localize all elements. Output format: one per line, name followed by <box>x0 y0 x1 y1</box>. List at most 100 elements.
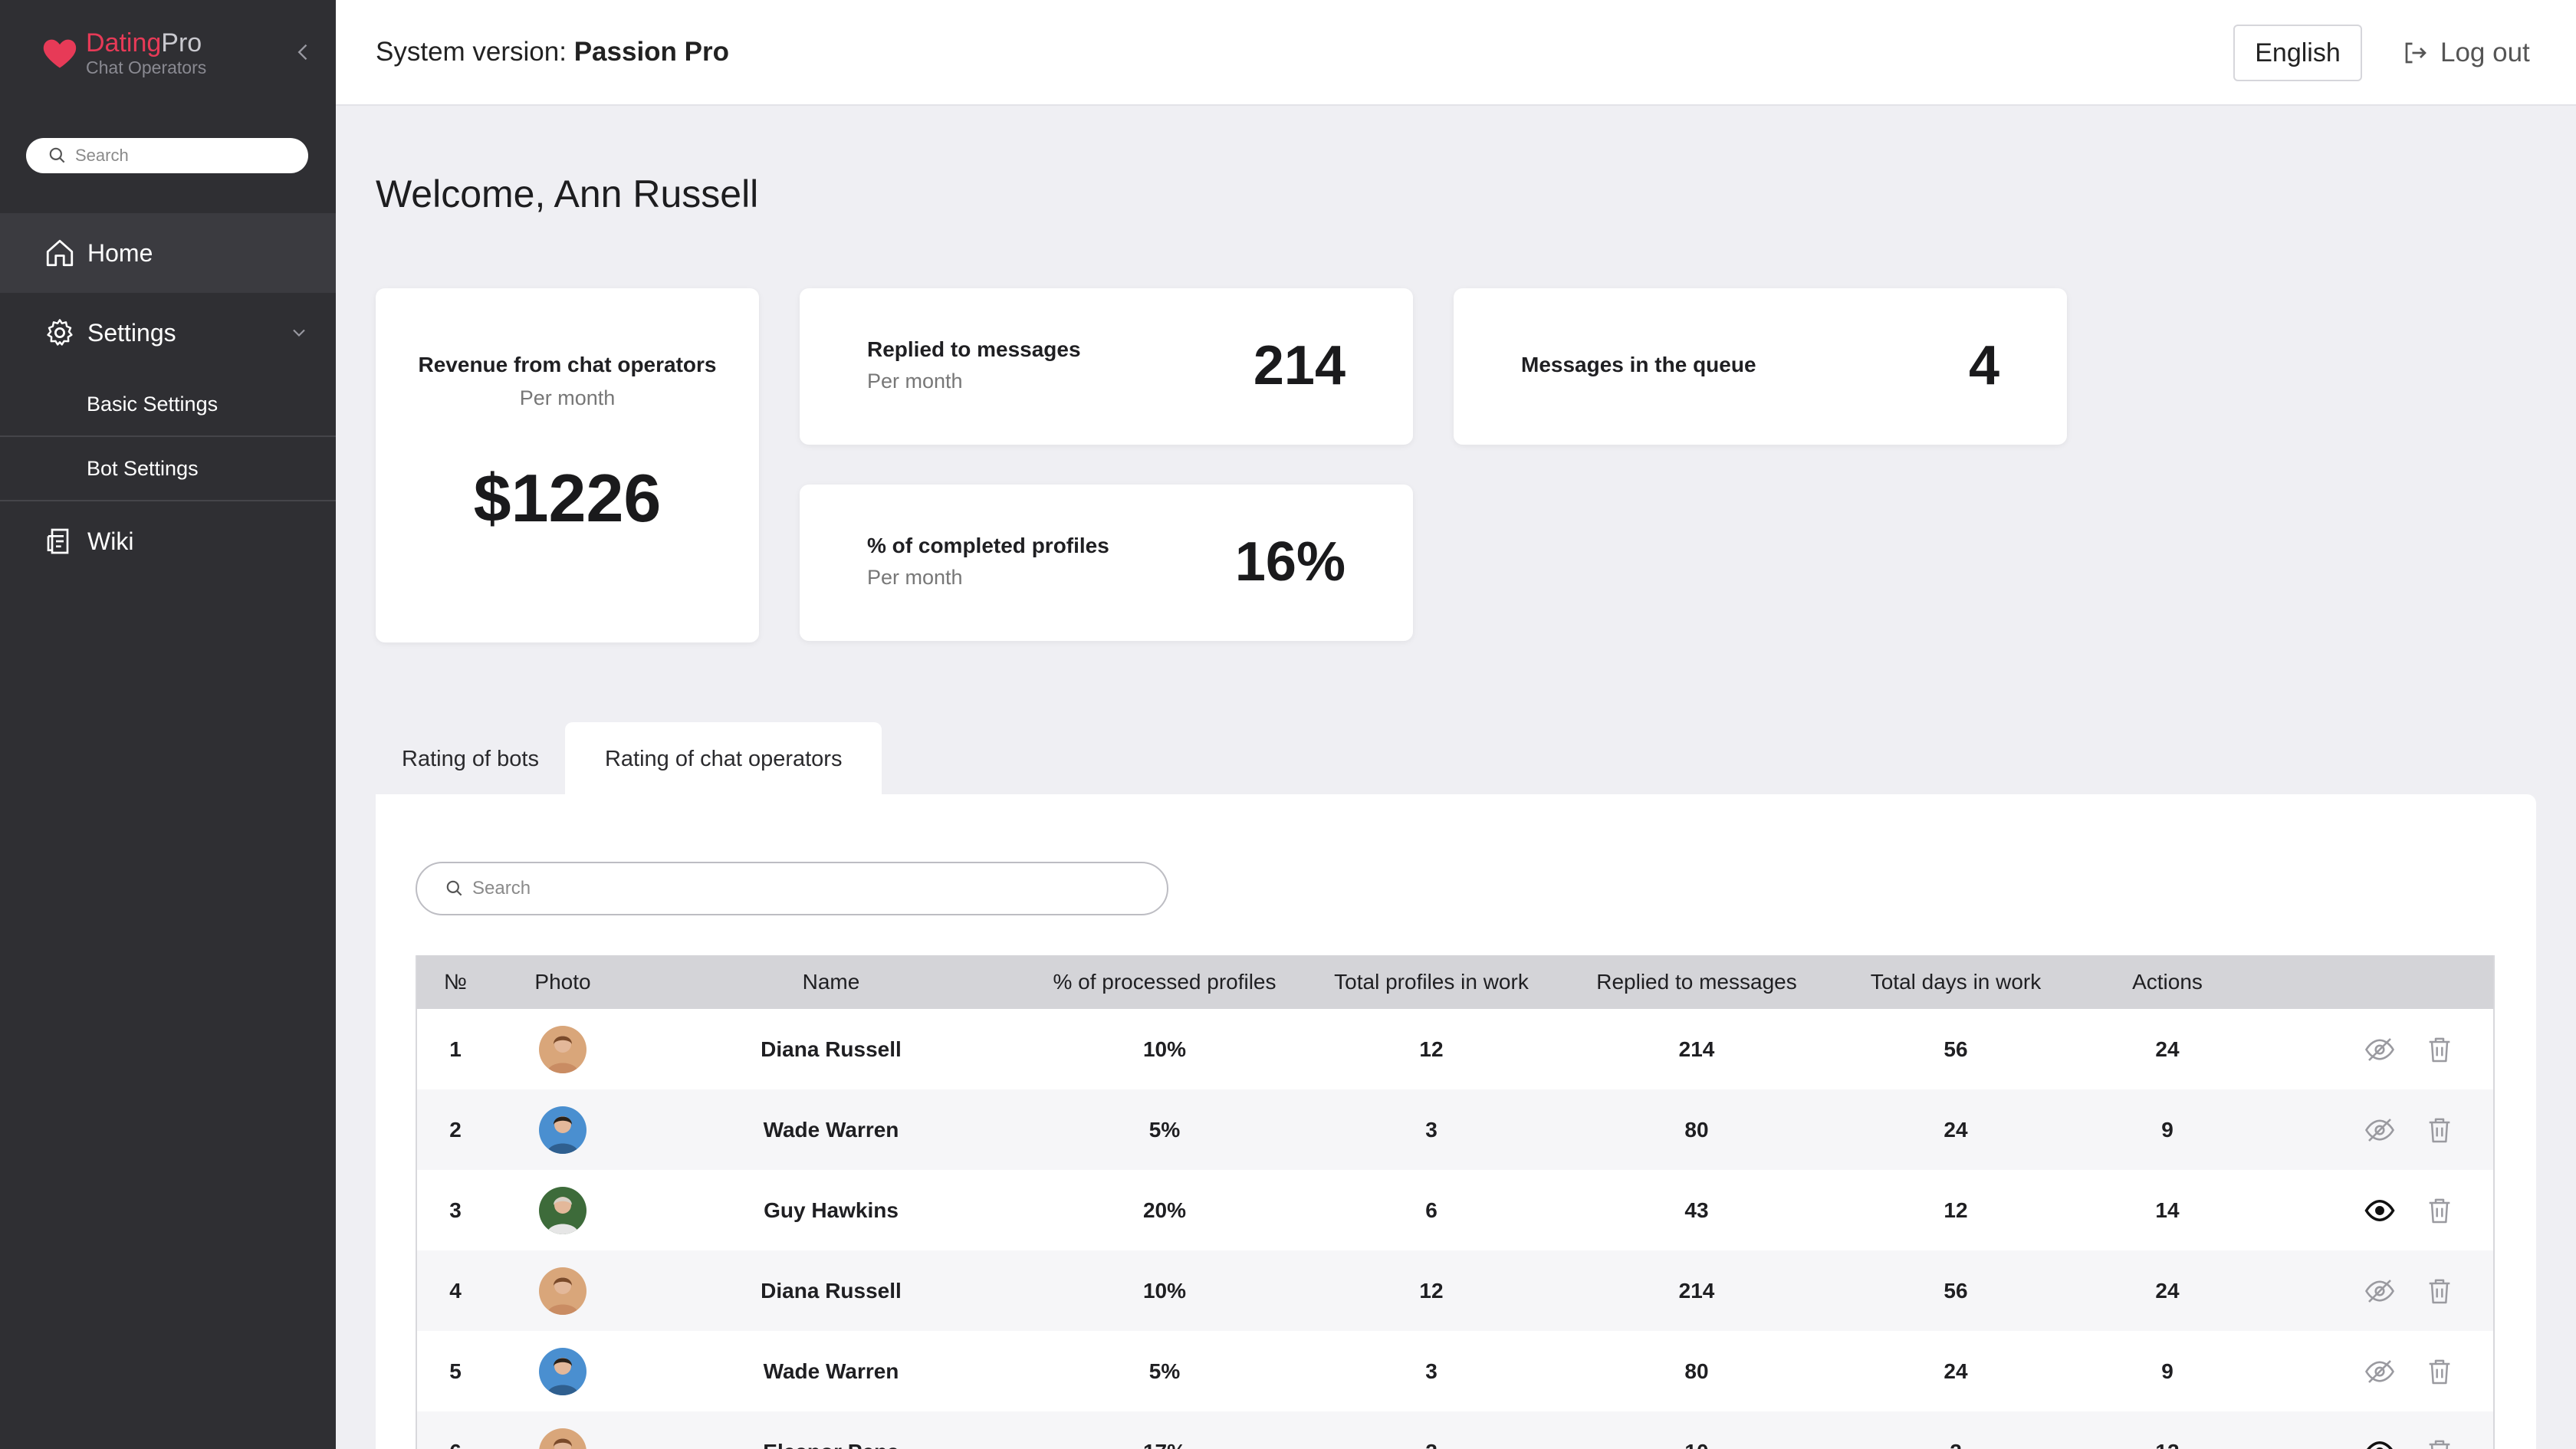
replied-card: Replied to messages Per month 214 <box>800 288 1413 445</box>
delete-button[interactable] <box>2421 1192 2458 1229</box>
table-row[interactable]: 5 Wade Warren 5% 3 80 24 9 <box>417 1331 2493 1411</box>
avatar-photo-icon <box>539 1186 586 1234</box>
table-row[interactable]: 3 Guy Hawkins 20% 6 43 12 14 <box>417 1170 2493 1250</box>
queue-value: 4 <box>1968 335 1999 396</box>
eye-icon <box>2366 1441 2394 1449</box>
row-actions: 12 <box>2082 1440 2252 1449</box>
avatar[interactable] <box>539 1025 586 1073</box>
row-total-profiles: 12 <box>1419 1037 1444 1061</box>
row-replied: 43 <box>1684 1198 1709 1222</box>
row-number: 5 <box>449 1359 462 1383</box>
col-total-profiles[interactable]: Total profiles in work <box>1334 970 1529 994</box>
table-search <box>416 862 1168 915</box>
row-total-profiles: 2 <box>1299 1440 1564 1449</box>
col-name[interactable]: Name <box>802 970 860 994</box>
trash-icon <box>2429 1118 2450 1142</box>
row-processed-profiles: 10% <box>1142 1278 1187 1303</box>
col-total-days[interactable]: Total days in work <box>1870 970 2042 994</box>
col-photo: Photo <box>534 970 591 994</box>
table-row[interactable]: 6 Eleanor Pena 17% 2 10 2 12 <box>417 1411 2493 1449</box>
logout-button[interactable]: Log out <box>2402 34 2530 72</box>
row-number: 1 <box>449 1037 462 1061</box>
chevron-down-icon <box>293 329 305 337</box>
visibility-toggle-button[interactable] <box>2361 1192 2398 1229</box>
sidebar-item-home[interactable]: Home <box>0 213 336 293</box>
row-controls <box>2252 1353 2493 1390</box>
avatar-photo-icon <box>539 1267 586 1315</box>
col-processed-profiles[interactable]: % of processed profiles <box>1053 970 1276 994</box>
chevron-left-icon <box>297 44 307 61</box>
table-row[interactable]: 4 Diana Russell 10% 12 214 56 24 <box>417 1250 2493 1331</box>
trash-icon <box>2429 1198 2450 1223</box>
row-photo <box>494 1186 632 1234</box>
visibility-toggle-button[interactable] <box>2361 1031 2398 1068</box>
system-version: System version: Passion Pro <box>376 37 729 67</box>
row-replied: 80 <box>1684 1359 1709 1383</box>
row-total-days: 56 <box>1944 1278 1968 1303</box>
row-total-days: 12 <box>1944 1198 1968 1222</box>
avatar[interactable] <box>539 1347 586 1395</box>
system-version-value: Passion Pro <box>573 37 729 67</box>
col-replied[interactable]: Replied to messages <box>1596 970 1797 994</box>
avatar[interactable] <box>539 1428 586 1449</box>
avatar-photo-icon <box>539 1428 586 1449</box>
delete-button[interactable] <box>2421 1273 2458 1309</box>
row-number: 3 <box>449 1198 462 1222</box>
queue-card: Messages in the queue 4 <box>1454 288 2067 445</box>
visibility-toggle-button[interactable] <box>2361 1273 2398 1309</box>
row-photo <box>494 1428 632 1449</box>
language-button[interactable]: English <box>2233 25 2362 81</box>
heart-logo-icon <box>43 39 77 68</box>
sidebar-search-input[interactable] <box>75 146 297 166</box>
visibility-toggle-button[interactable] <box>2361 1353 2398 1390</box>
completed-title: % of completed profiles <box>867 534 1109 557</box>
table-row[interactable]: 2 Wade Warren 5% 3 80 24 9 <box>417 1089 2493 1170</box>
row-total-profiles: 6 <box>1425 1198 1438 1222</box>
row-name: Wade Warren <box>763 1117 899 1142</box>
sidebar-subitem-basic-settings[interactable]: Basic Settings <box>0 373 336 437</box>
row-replied: 10 <box>1564 1440 1829 1449</box>
table-row[interactable]: 1 Diana Russell 10% 12 214 56 24 <box>417 1009 2493 1089</box>
delete-button[interactable] <box>2421 1112 2458 1148</box>
row-actions: 9 <box>2161 1117 2174 1142</box>
tab-rating-of-bots[interactable]: Rating of bots <box>402 746 539 771</box>
row-photo <box>494 1106 632 1154</box>
gear-icon <box>47 319 73 346</box>
row-processed-profiles: 10% <box>1142 1037 1187 1061</box>
logo[interactable]: DatingPro Chat Operators <box>40 26 206 80</box>
table-search-input[interactable] <box>472 878 1147 899</box>
row-replied: 214 <box>1678 1278 1715 1303</box>
visibility-toggle-button[interactable] <box>2361 1434 2398 1449</box>
trash-icon <box>2429 1279 2450 1303</box>
brand-name: Dating <box>86 28 162 58</box>
row-photo <box>494 1267 632 1315</box>
replied-title: Replied to messages <box>867 337 1081 361</box>
col-number[interactable]: № <box>443 970 468 994</box>
rating-tabs: Rating of bots Rating of chat operators <box>376 722 882 796</box>
collapse-sidebar-button[interactable] <box>290 38 317 66</box>
sidebar-subitem-bot-settings[interactable]: Bot Settings <box>0 437 336 501</box>
row-total-days: 2 <box>1829 1440 2082 1449</box>
visibility-toggle-button[interactable] <box>2361 1112 2398 1148</box>
row-photo <box>494 1025 632 1073</box>
row-controls <box>2252 1031 2493 1068</box>
avatar[interactable] <box>539 1186 586 1234</box>
brand-accent: Pro <box>161 28 202 58</box>
delete-button[interactable] <box>2421 1031 2458 1068</box>
avatar[interactable] <box>539 1267 586 1315</box>
delete-button[interactable] <box>2421 1434 2458 1449</box>
top-header: System version: Passion Pro English Log … <box>336 0 2576 106</box>
sidebar-item-wiki[interactable]: Wiki <box>0 501 336 581</box>
row-number: 6 <box>417 1440 494 1449</box>
delete-button[interactable] <box>2421 1353 2458 1390</box>
tab-rating-of-chat-operators[interactable]: Rating of chat operators <box>564 722 882 796</box>
col-actions[interactable]: Actions <box>2132 970 2203 994</box>
sidebar-subitem-label: Bot Settings <box>87 456 199 480</box>
row-number: 4 <box>449 1278 462 1303</box>
logout-icon <box>2405 42 2426 64</box>
avatar[interactable] <box>539 1106 586 1154</box>
revenue-value: $1226 <box>473 460 662 536</box>
row-total-profiles: 3 <box>1425 1117 1438 1142</box>
sidebar-item-settings[interactable]: Settings <box>0 293 336 373</box>
brand-subtitle: Chat Operators <box>86 57 207 77</box>
